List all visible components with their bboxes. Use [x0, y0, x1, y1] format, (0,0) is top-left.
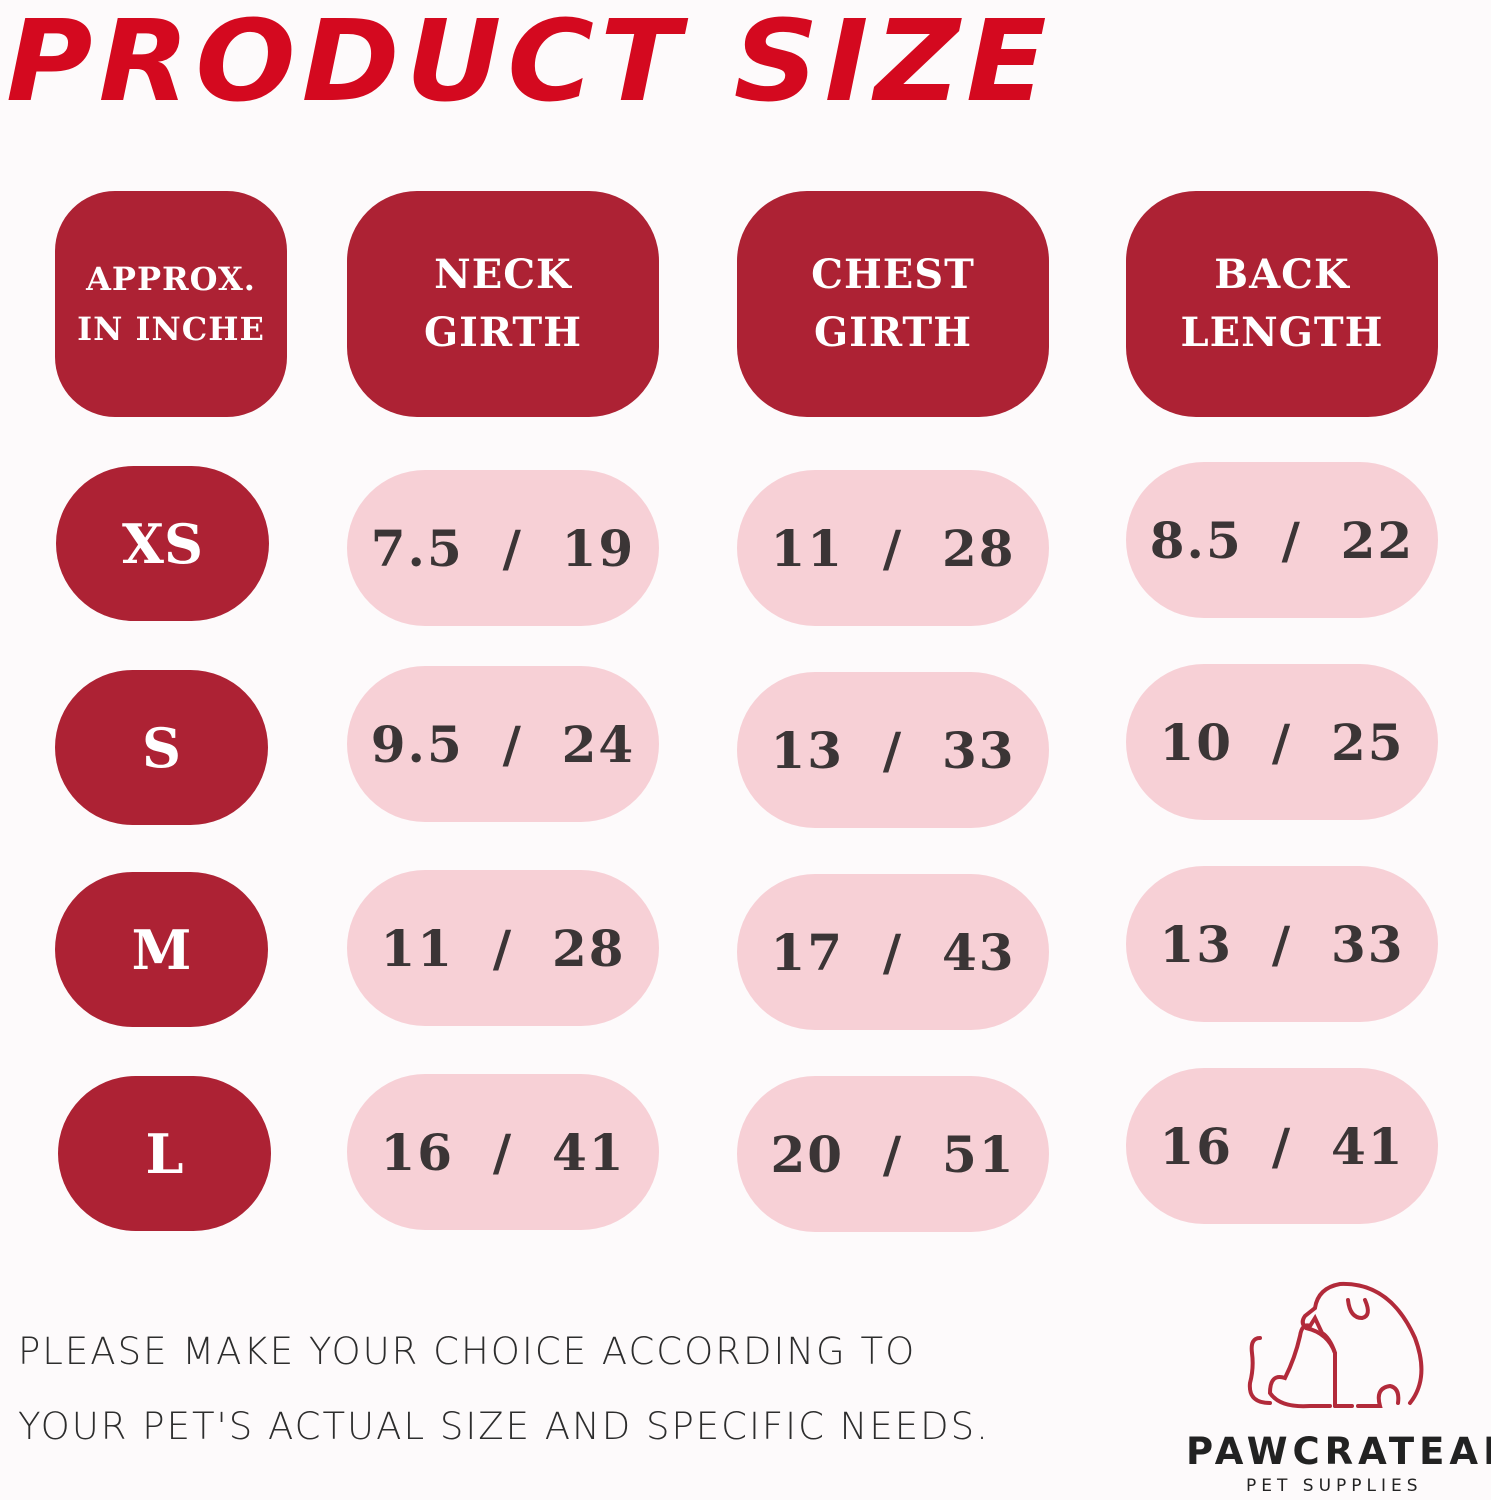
column-header: NECK GIRTH [347, 191, 659, 417]
measurement-cell: 13 / 33 [737, 672, 1049, 828]
size-label: M [55, 872, 268, 1027]
brand-tagline: PET SUPPLIES [1246, 1476, 1423, 1496]
measurement-cell: 8.5 / 22 [1126, 462, 1438, 618]
measurement-cell: 7.5 / 19 [347, 470, 659, 626]
brand-name: PAWCRATEAN [1186, 1430, 1491, 1473]
measurement-cell: 9.5 / 24 [347, 666, 659, 822]
measurement-cell: 16 / 41 [1126, 1068, 1438, 1224]
size-label: S [55, 670, 268, 825]
size-label: XS [56, 466, 269, 621]
dog-and-cat-outline-icon [1247, 1281, 1424, 1409]
size-label: L [58, 1076, 271, 1231]
column-header: BACK LENGTH [1126, 191, 1438, 417]
measurement-cell: 11 / 28 [347, 870, 659, 1026]
measurement-cell: 10 / 25 [1126, 664, 1438, 820]
measurement-cell: 13 / 33 [1126, 866, 1438, 1022]
measurement-cell: 16 / 41 [347, 1074, 659, 1230]
measurement-cell: 17 / 43 [737, 874, 1049, 1030]
page-title: PRODUCT SIZE [6, 0, 1053, 127]
measurement-cell: 20 / 51 [737, 1076, 1049, 1232]
column-header: CHEST GIRTH [737, 191, 1049, 417]
note-line-2: YOUR PET'S ACTUAL SIZE AND SPECIFIC NEED… [18, 1405, 990, 1448]
measurement-cell: 11 / 28 [737, 470, 1049, 626]
note-line-1: PLEASE MAKE YOUR CHOICE ACCORDING TO [18, 1330, 917, 1373]
column-header: APPROX. IN INCHE [55, 191, 287, 417]
